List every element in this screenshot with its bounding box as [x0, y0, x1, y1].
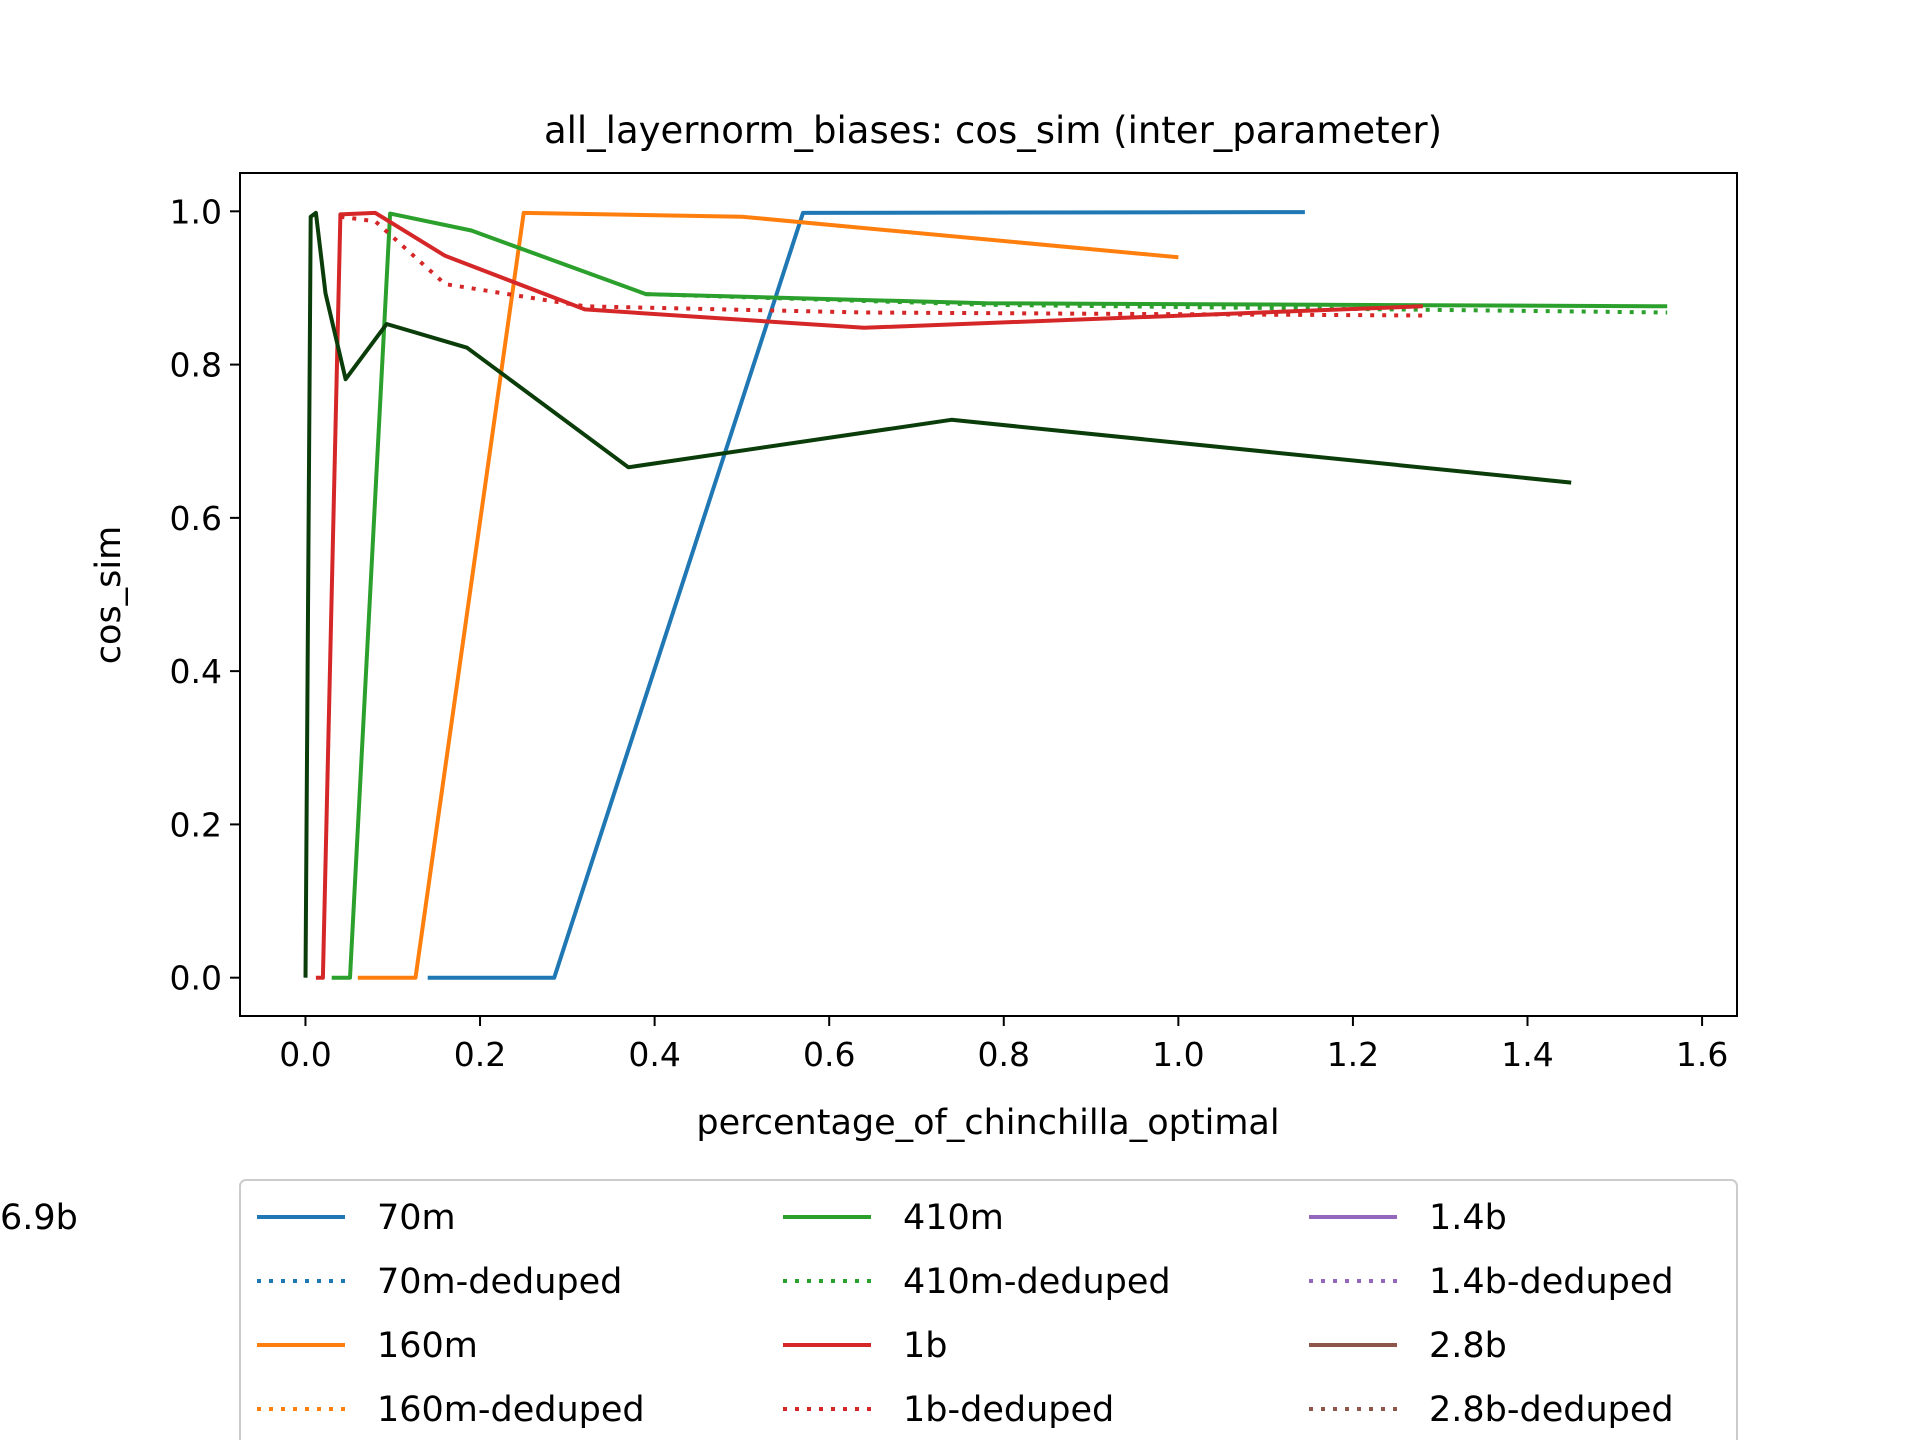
series-line-70m [427, 210, 1305, 980]
legend-label-70m: 70m [377, 1198, 456, 1238]
legend-frame [239, 1179, 1738, 1440]
legend-label-410m-deduped: 410m-deduped [903, 1262, 1171, 1302]
x-tick-label: 0.0 [279, 1035, 331, 1074]
x-tick-label: 1.6 [1676, 1035, 1728, 1074]
legend-label-1b: 1b [903, 1326, 948, 1366]
x-tick-label: 1.2 [1327, 1035, 1379, 1074]
y-axis-label: cos_sim [89, 526, 129, 664]
y-tick-label: 0.6 [170, 499, 222, 538]
y-tick-label: 0.2 [170, 805, 222, 844]
x-tick-label: 1.0 [1152, 1035, 1204, 1074]
legend-label-160m: 160m [377, 1326, 478, 1366]
x-tick-label: 0.4 [628, 1035, 680, 1074]
legend-label-160m-deduped: 160m-deduped [377, 1390, 645, 1430]
series-layer [303, 210, 1668, 980]
series-line-160m [357, 210, 1179, 980]
y-tick-label: 1.0 [170, 192, 222, 231]
x-tick-label: 0.6 [803, 1035, 855, 1074]
x-axis-label: percentage_of_chinchilla_optimal [696, 1103, 1279, 1143]
legend-label-410m: 410m [903, 1198, 1004, 1238]
series-line-6.9b [303, 210, 1572, 978]
x-tick-label: 0.8 [978, 1035, 1030, 1074]
plot-area [239, 172, 1738, 1017]
legend-label-2.8b-deduped: 2.8b-deduped [1429, 1390, 1674, 1430]
legend-label-70m-deduped: 70m-deduped [377, 1262, 622, 1302]
y-tick-label: 0.8 [170, 346, 222, 385]
legend-label-2.8b: 2.8b [1429, 1326, 1507, 1366]
series-line-410m-deduped [645, 292, 1668, 315]
series-line-410m [331, 211, 1668, 980]
legend-label-1b-deduped: 1b-deduped [903, 1390, 1114, 1430]
y-axis: 0.0 0.2 0.4 0.6 0.8 1.0 [170, 192, 240, 998]
legend: 70m 70m-deduped 160m 160m-deduped 410m 410m-d… [0, 1179, 1738, 1440]
legend-label-1.4b-deduped: 1.4b-deduped [1429, 1262, 1674, 1302]
x-tick-label: 0.2 [454, 1035, 506, 1074]
y-tick-label: 0.0 [170, 959, 222, 998]
legend-label-6.9b: 6.9b [0, 1198, 78, 1238]
y-tick-label: 0.4 [170, 652, 222, 691]
chart-title: all_layernorm_biases: cos_sim (inter_par… [544, 109, 1442, 152]
x-tick-label: 1.4 [1501, 1035, 1553, 1074]
x-axis: 0.0 0.2 0.4 0.6 0.8 1.0 1.2 1.4 1.6 [279, 1016, 1728, 1074]
series-line-1b [315, 210, 1423, 980]
legend-label-1.4b: 1.4b [1429, 1198, 1507, 1238]
